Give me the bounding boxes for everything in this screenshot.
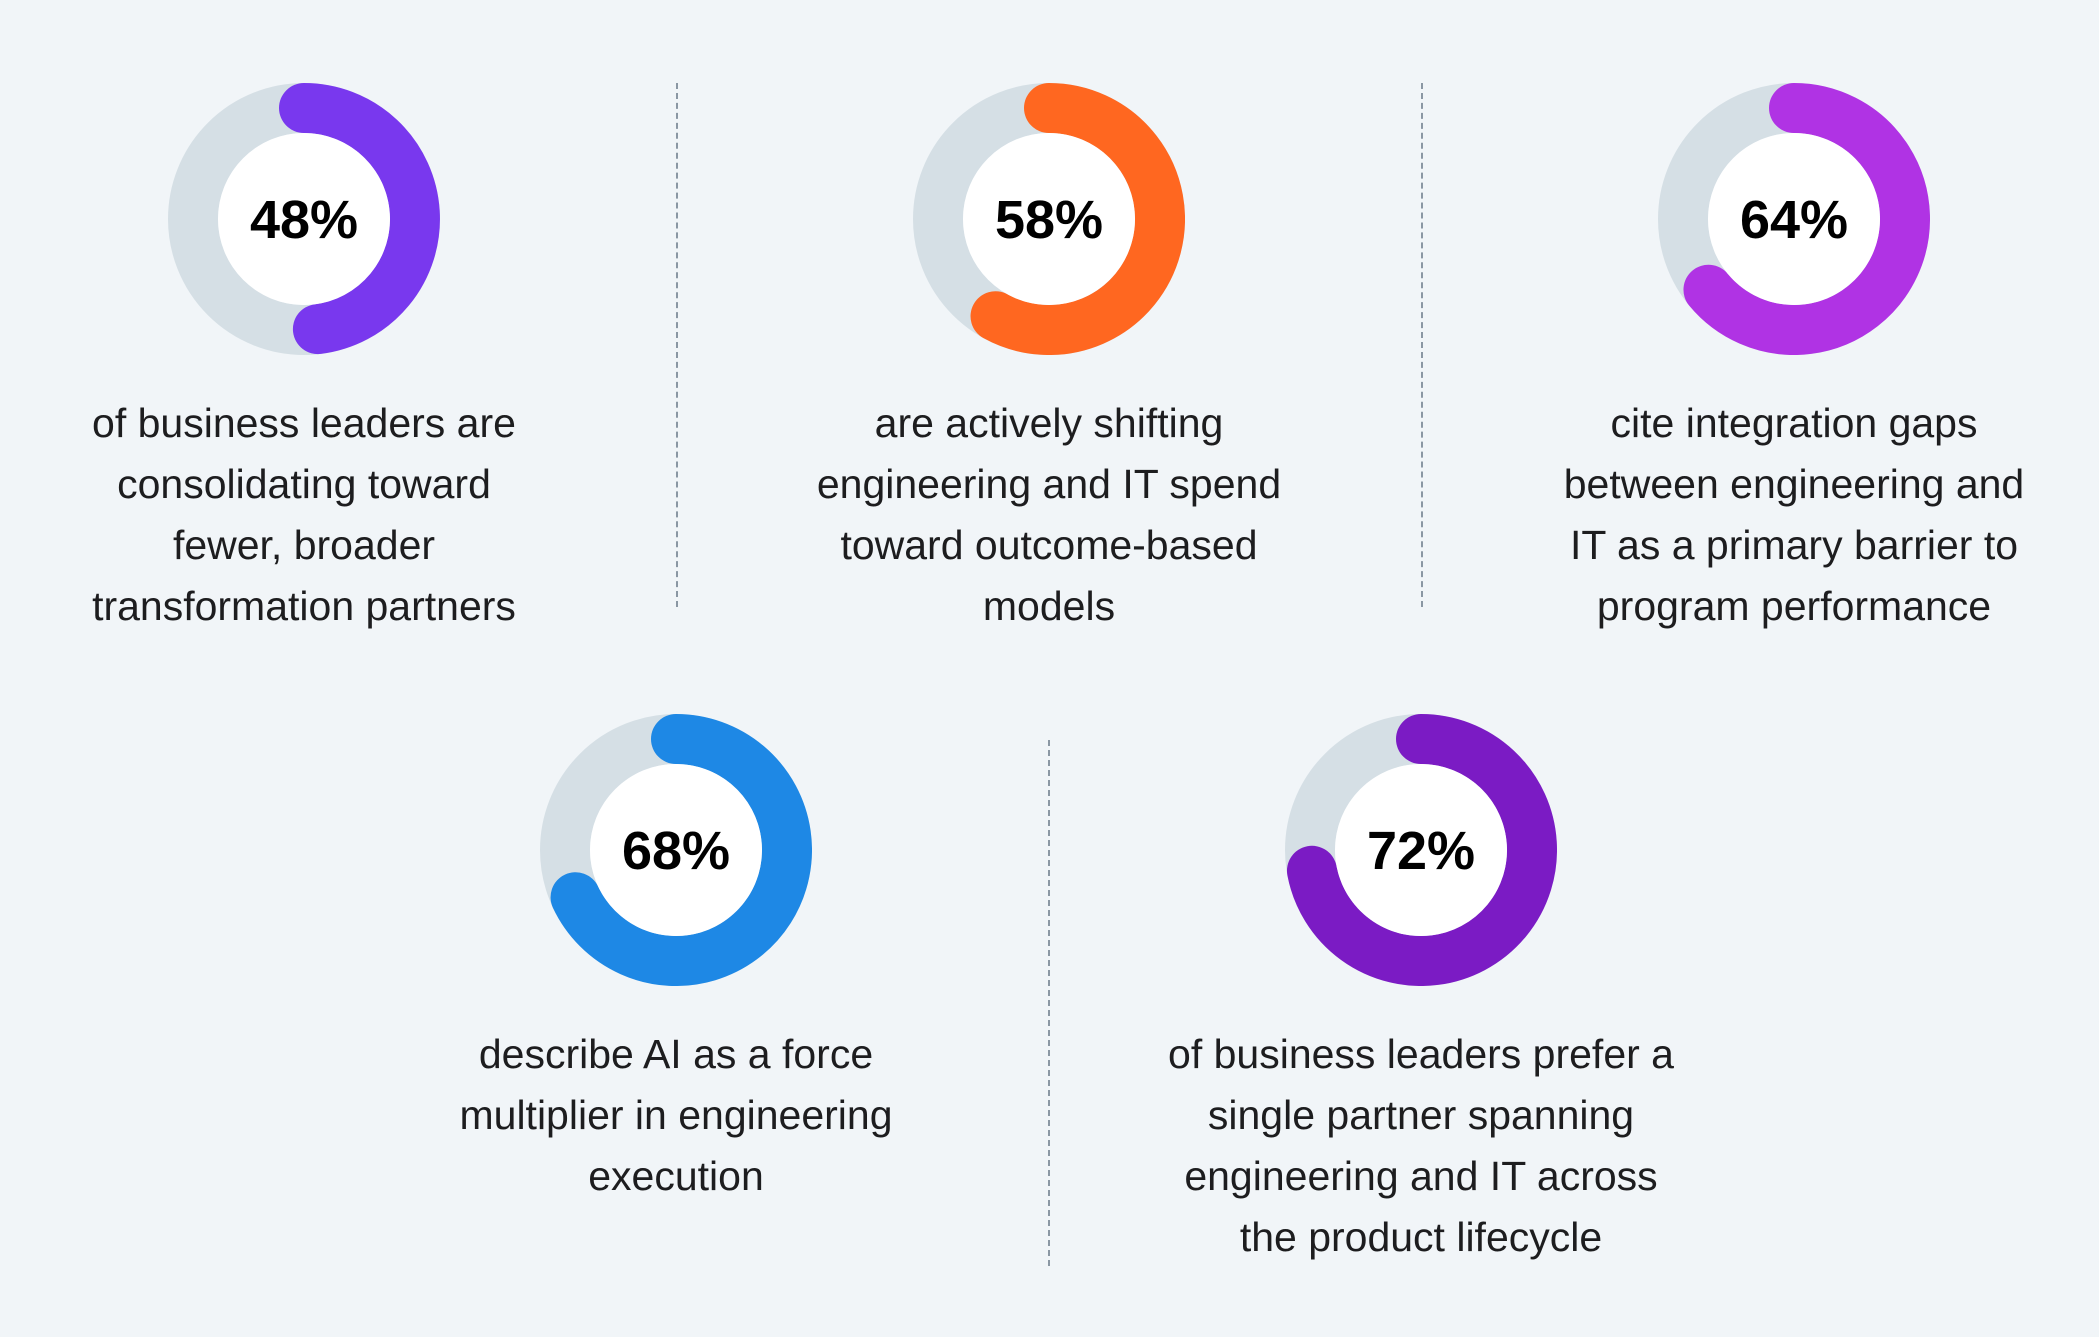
caption-line: engineering and IT spend <box>816 461 1282 507</box>
stat-caption: are actively shifting engineering and IT… <box>769 393 1329 637</box>
stat-card-72: 72% of business leaders prefer a single … <box>1141 714 1701 1268</box>
caption-line: of business leaders are <box>92 400 516 446</box>
caption-line: models <box>982 583 1116 629</box>
caption-line: single partner spanning <box>1207 1092 1635 1138</box>
percent-label: 64% <box>1740 190 1848 250</box>
caption-line: consolidating toward <box>117 461 491 507</box>
percent-label: 68% <box>622 821 730 881</box>
donut-chart: 58% <box>913 83 1185 355</box>
caption-line: fewer, broader <box>172 522 436 568</box>
caption-line: program performance <box>1596 583 1992 629</box>
stat-card-48: 48% of business leaders are consolidatin… <box>24 83 584 637</box>
donut-chart: 48% <box>168 83 440 355</box>
donut-value-arc <box>1683 83 1930 355</box>
percent-label: 72% <box>1367 821 1475 881</box>
donut-center <box>1708 133 1880 305</box>
caption-line: describe AI as a force <box>478 1031 874 1077</box>
stat-card-64: 64% cite integration gaps between engine… <box>1514 83 2074 637</box>
caption-line: transformation partners <box>92 583 516 629</box>
percent-label: 58% <box>995 190 1103 250</box>
donut-chart: 72% <box>1285 714 1557 986</box>
stat-caption: of business leaders prefer a single part… <box>1141 1024 1701 1268</box>
stat-caption: of business leaders are consolidating to… <box>24 393 584 637</box>
donut-value-arc <box>550 714 812 986</box>
donut-chart: 64% <box>1658 83 1930 355</box>
caption-line: multiplier in engineering <box>459 1092 893 1138</box>
donut-value-arc <box>279 83 440 355</box>
donut-chart: 68% <box>540 714 812 986</box>
caption-line: execution <box>588 1153 764 1199</box>
column-divider <box>1048 740 1050 1266</box>
donut-center <box>963 133 1135 305</box>
caption-line: of business leaders prefer a <box>1168 1031 1674 1077</box>
donut-center <box>1335 764 1507 936</box>
caption-line: between engineering and <box>1563 461 2025 507</box>
donut-center <box>218 133 390 305</box>
percent-label: 48% <box>250 190 358 250</box>
column-divider <box>1421 83 1423 607</box>
donut-value-arc <box>1286 714 1557 986</box>
caption-line: are actively shifting <box>874 400 1224 446</box>
caption-line: the product lifecycle <box>1239 1214 1603 1260</box>
stat-caption: cite integration gaps between engineerin… <box>1514 393 2074 637</box>
caption-line: cite integration gaps <box>1610 400 1978 446</box>
caption-line: IT as a primary barrier to <box>1569 522 2019 568</box>
donut-value-arc <box>970 83 1185 355</box>
column-divider <box>676 83 678 607</box>
caption-line: toward outcome-based <box>840 522 1258 568</box>
stat-caption: describe AI as a force multiplier in eng… <box>396 1024 956 1207</box>
caption-line: engineering and IT across <box>1184 1153 1658 1199</box>
stat-card-58: 58% are actively shifting engineering an… <box>769 83 1329 637</box>
stat-card-68: 68% describe AI as a force multiplier in… <box>396 714 956 1207</box>
donut-center <box>590 764 762 936</box>
